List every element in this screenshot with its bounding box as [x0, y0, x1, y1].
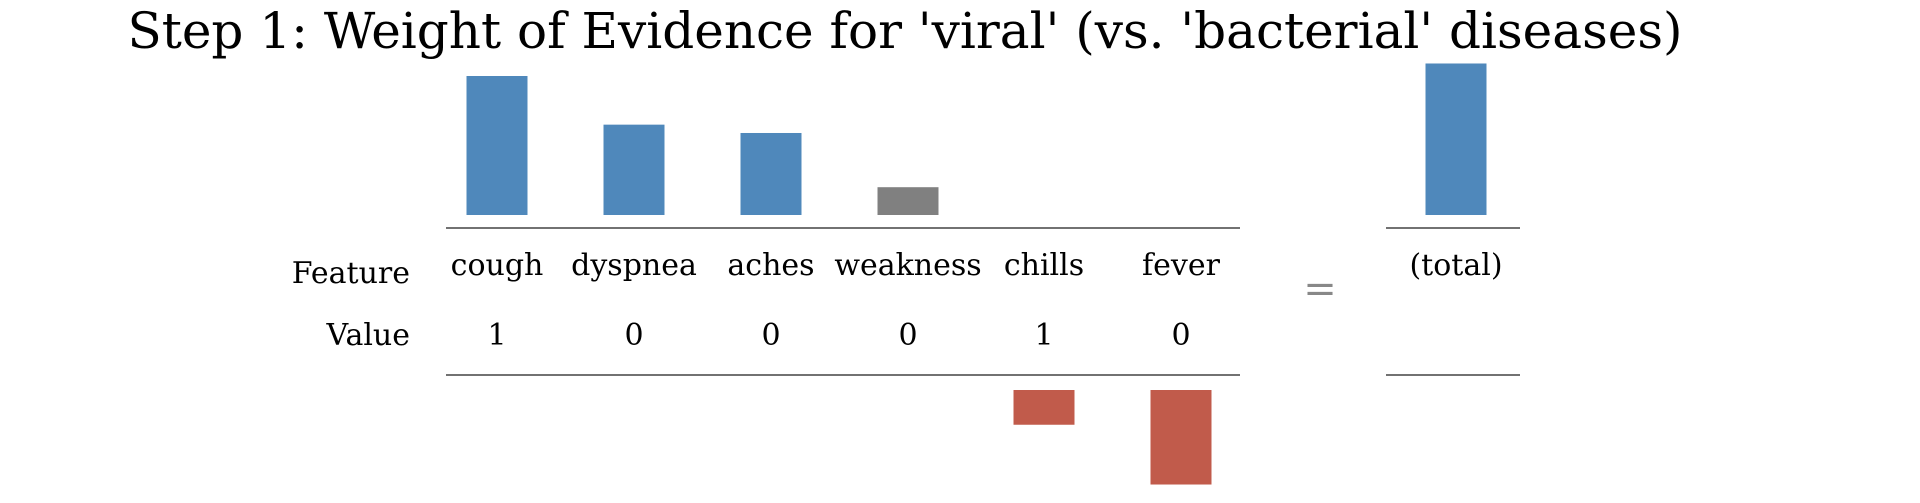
bar-cough: [466, 76, 528, 215]
feature-label-chills: chills: [1004, 248, 1084, 283]
feature-value-weakness: 0: [898, 318, 917, 353]
feature-value-chills: 1: [1034, 318, 1053, 353]
bar-dyspnea: [603, 124, 665, 215]
total-label: (total): [1409, 248, 1502, 283]
bars-group: [466, 63, 1487, 485]
chart-title: Step 1: Weight of Evidence for 'viral' (…: [128, 2, 1683, 60]
feature-value-cough: 1: [487, 318, 506, 353]
bar-fever: [1150, 390, 1212, 485]
feature-label-cough: cough: [451, 248, 544, 283]
feature-value-fever: 0: [1171, 318, 1190, 353]
feature-label-weakness: weakness: [834, 248, 981, 283]
feature-label-fever: fever: [1142, 248, 1221, 283]
feature-label-dyspnea: dyspnea: [571, 248, 697, 283]
labels-group: cough 1 dyspnea 0 aches 0 weakness 0 chills 1 feve…: [451, 248, 1503, 353]
equals-sign: =: [1303, 266, 1337, 312]
bar-aches: [740, 132, 802, 215]
bar-weakness: [877, 187, 939, 215]
value-row-label: Value: [326, 318, 410, 353]
bar-chills: [1013, 390, 1075, 425]
bar-total: [1425, 63, 1487, 215]
feature-value-dyspnea: 0: [624, 318, 643, 353]
feature-value-aches: 0: [761, 318, 780, 353]
feature-row-label: Feature: [292, 256, 410, 291]
feature-label-aches: aches: [727, 248, 814, 283]
